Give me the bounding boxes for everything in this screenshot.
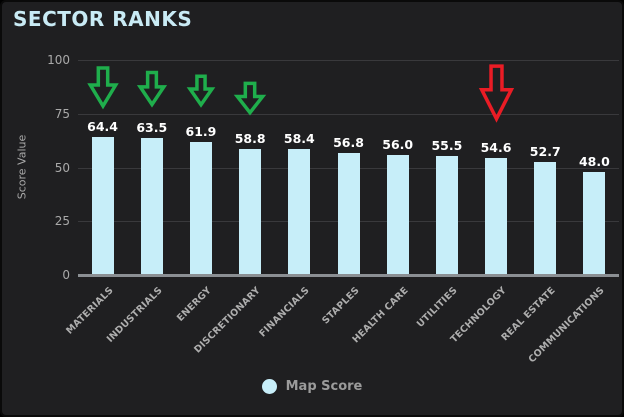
legend: Map Score xyxy=(2,379,622,394)
red-down-arrow-icon xyxy=(479,62,514,123)
y-axis-tick-label: 50 xyxy=(54,160,70,175)
x-axis-label: HEALTH CARE xyxy=(350,285,411,346)
bar-value-label: 61.9 xyxy=(185,123,217,139)
green-down-arrow-icon xyxy=(188,74,214,107)
legend-item-map-score[interactable]: Map Score xyxy=(261,379,363,394)
x-axis-label: ENERGY xyxy=(174,285,214,324)
page-title: SECTOR RANKS xyxy=(13,7,193,31)
bar[interactable] xyxy=(435,155,458,275)
bar[interactable] xyxy=(91,136,114,275)
legend-label: Map Score xyxy=(285,379,363,394)
bar-value-label: 56.8 xyxy=(333,134,364,150)
green-down-arrow-icon xyxy=(138,70,166,107)
gridline xyxy=(78,60,619,61)
bar[interactable] xyxy=(337,152,360,275)
legend-marker-icon xyxy=(261,379,277,394)
x-axis-label: DISCRETIONARY xyxy=(192,285,263,356)
x-axis-line xyxy=(78,274,619,277)
y-axis-tick-label: 25 xyxy=(54,214,70,229)
x-axis-label: FINANCIALS xyxy=(257,285,313,340)
bar[interactable] xyxy=(386,154,409,275)
x-axis-label: UTILITIES xyxy=(414,285,460,330)
x-axis-label: MATERIALS xyxy=(63,285,116,337)
x-axis-label: STAPLES xyxy=(319,285,362,327)
x-axis-label: REAL ESTATE xyxy=(499,285,558,344)
green-down-arrow-icon xyxy=(88,65,118,109)
y-axis-tick-label: 100 xyxy=(47,53,70,67)
x-axis-label: TECHNOLOGY xyxy=(448,285,509,346)
bar[interactable] xyxy=(140,138,163,275)
bar[interactable] xyxy=(189,141,212,275)
x-axis-label: COMMUNICATIONS xyxy=(526,285,608,366)
bar[interactable] xyxy=(239,148,262,275)
bar-value-label: 64.4 xyxy=(87,118,118,134)
gridline xyxy=(78,113,619,115)
green-down-arrow-icon xyxy=(235,81,265,115)
bar-value-label: 58.4 xyxy=(283,131,315,147)
bar[interactable] xyxy=(485,157,508,275)
bar-value-label: 55.5 xyxy=(431,137,463,153)
bar-value-label: 52.7 xyxy=(529,143,561,159)
bar-value-label: 63.5 xyxy=(136,120,168,136)
bar[interactable] xyxy=(534,161,557,275)
bar[interactable] xyxy=(583,171,606,275)
bar[interactable] xyxy=(288,149,311,275)
y-axis-tick-label: 75 xyxy=(54,106,70,121)
bar-value-label: 48.0 xyxy=(578,153,610,169)
bar-value-label: 58.8 xyxy=(234,130,266,146)
bar-value-label: 56.0 xyxy=(382,136,414,152)
x-axis-label: INDUSTRIALS xyxy=(104,285,165,345)
y-axis-tick-label: 0 xyxy=(62,268,70,282)
bar-value-label: 54.6 xyxy=(480,139,512,155)
